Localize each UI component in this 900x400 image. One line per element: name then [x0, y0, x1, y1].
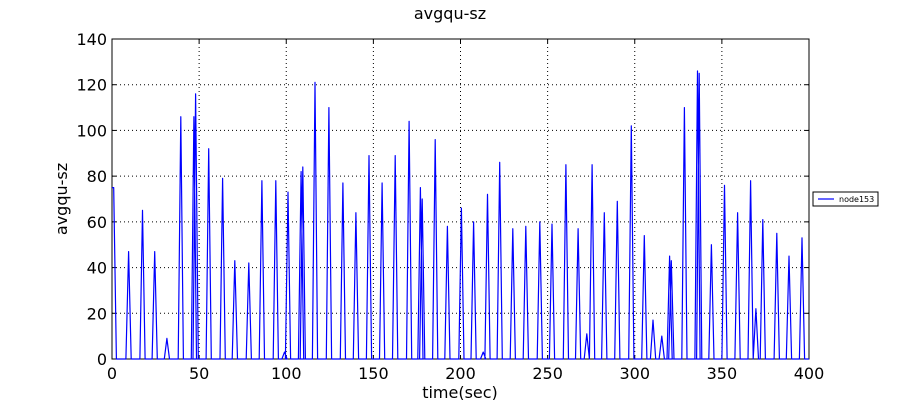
y-tick-label: 0 [97, 350, 107, 369]
x-tick-label: 50 [189, 364, 209, 383]
y-tick-label: 100 [76, 121, 107, 140]
legend: node153 [812, 191, 879, 207]
x-tick-label: 0 [107, 364, 117, 383]
y-tick-label: 40 [87, 259, 107, 278]
y-tick-label: 140 [76, 30, 107, 49]
y-tick-label: 20 [87, 304, 107, 323]
x-tick-label: 350 [707, 364, 738, 383]
chart-title: avgqu-sz [414, 4, 486, 23]
y-tick-label: 60 [87, 213, 107, 232]
x-axis-label: time(sec) [422, 383, 498, 400]
x-tick-label: 150 [358, 364, 389, 383]
tick-labels: 0 50 100 150 200 250 300 350 400 0 20 40 60 80 100 120 1… [76, 30, 824, 383]
x-tick-label: 300 [619, 364, 650, 383]
series-line-0 [112, 70, 809, 360]
x-tick-label: 100 [271, 364, 302, 383]
y-tick-label: 120 [76, 76, 107, 95]
y-axis-label: avgqu-sz [52, 163, 71, 235]
legend-label: node153 [839, 195, 874, 204]
grid-lines [112, 39, 809, 359]
x-tick-label: 200 [445, 364, 476, 383]
x-tick-label: 250 [532, 364, 563, 383]
x-tick-label: 400 [794, 364, 825, 383]
y-tick-label: 80 [87, 167, 107, 186]
legend-box [812, 191, 879, 207]
series-layer [112, 70, 809, 360]
